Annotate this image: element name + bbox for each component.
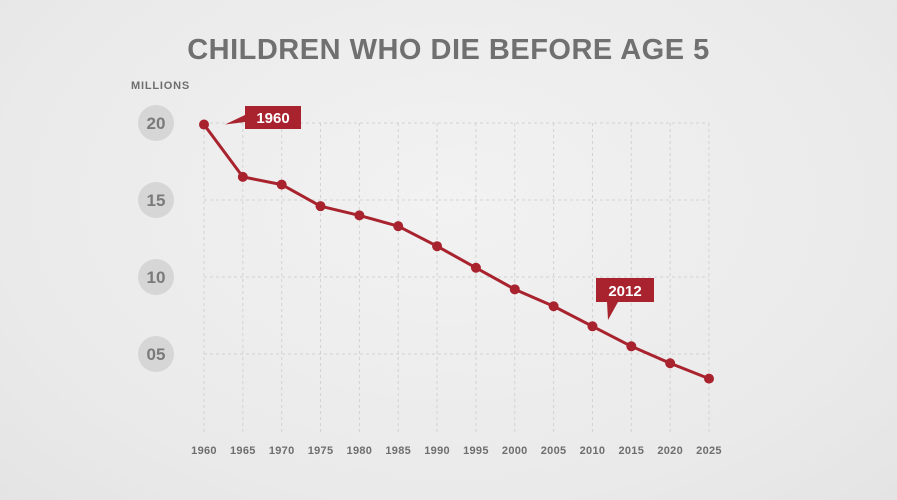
callout-box — [225, 106, 301, 129]
x-tick-label: 2010 — [580, 445, 606, 457]
x-tick-label: 1990 — [424, 445, 450, 457]
y-axis-label: MILLIONS — [131, 80, 190, 92]
y-tick-badge — [138, 105, 174, 141]
x-tick-label: 2000 — [502, 445, 528, 457]
data-point — [704, 373, 714, 384]
y-tick-label: 20 — [147, 114, 166, 133]
callout-label: 2012 — [608, 283, 641, 300]
x-tick-label: 1995 — [463, 445, 489, 457]
x-tick-label: 2015 — [618, 445, 644, 457]
series-line — [202, 123, 711, 381]
callouts: 1960 2012 — [225, 106, 654, 320]
y-axis: MILLIONS 05 10 15 20 — [131, 80, 190, 372]
x-axis: 1960 1965 1970 1975 1980 1985 1990 1995 2000 2005… — [191, 445, 722, 457]
grid-layer — [203, 122, 710, 432]
x-tick-label: 2005 — [541, 445, 567, 457]
data-point — [276, 179, 287, 190]
data-point — [315, 201, 326, 212]
data-point — [354, 210, 365, 221]
data-point — [548, 301, 559, 312]
data-point — [470, 262, 481, 273]
data-point — [199, 119, 209, 130]
callout-label: 1960 — [256, 110, 289, 127]
chart-title: CHILDREN WHO DIE BEFORE AGE 5 — [187, 34, 710, 66]
x-tick-label: 1960 — [191, 445, 217, 457]
callout-2012: 2012 — [596, 278, 654, 320]
y-tick-badge — [138, 336, 174, 372]
data-point — [587, 321, 598, 332]
data-point — [432, 241, 443, 252]
y-tick-label: 15 — [147, 191, 166, 210]
y-tick-label: 10 — [147, 268, 166, 287]
data-point — [393, 221, 404, 232]
data-point — [237, 171, 248, 182]
x-tick-label: 2020 — [657, 445, 683, 457]
callout-1960: 1960 — [225, 106, 301, 129]
data-point — [626, 341, 637, 352]
series-line-layer — [202, 123, 711, 381]
x-tick-label: 1980 — [347, 445, 373, 457]
data-point — [509, 284, 520, 295]
x-tick-label: 1965 — [230, 445, 256, 457]
y-tick-label: 05 — [147, 345, 166, 364]
data-points — [199, 119, 714, 384]
x-tick-label: 1975 — [308, 445, 334, 457]
callout-box — [596, 278, 654, 320]
data-point — [665, 358, 676, 369]
y-tick-badge — [138, 182, 174, 218]
x-tick-label: 2025 — [696, 445, 722, 457]
x-tick-label: 1970 — [269, 445, 295, 457]
y-tick-badge — [138, 259, 174, 295]
x-tick-label: 1985 — [385, 445, 411, 457]
